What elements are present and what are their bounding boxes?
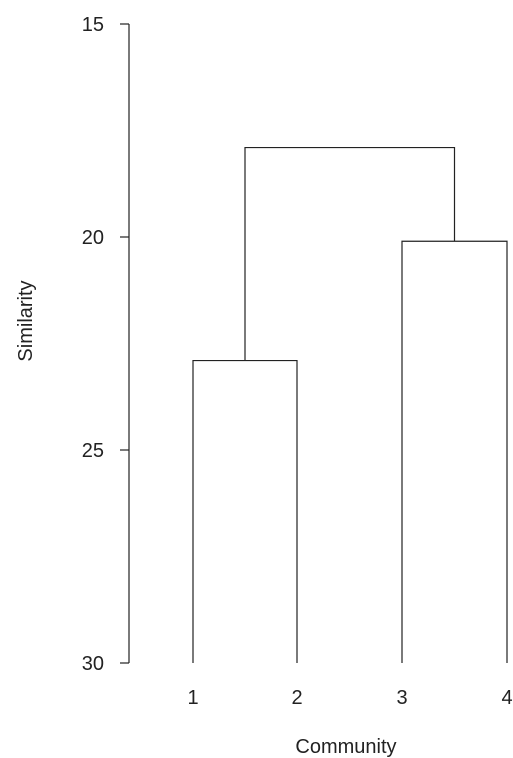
y-axis-title: Similarity (15, 280, 37, 361)
dendrogram-links (192, 146, 508, 663)
y-ticks: 15 20 25 30 (82, 14, 129, 675)
x-tick-label: 4 (501, 687, 512, 709)
y-tick-label: 30 (82, 653, 104, 675)
x-tick-label: 1 (187, 687, 198, 709)
y-tick-label: 25 (82, 440, 104, 462)
dendrogram-link (401, 240, 508, 663)
x-tick-labels: 1 2 3 4 (187, 687, 512, 709)
y-tick-label: 20 (82, 227, 104, 249)
x-axis-title: Community (295, 736, 396, 758)
x-tick-label: 3 (396, 687, 407, 709)
y-tick-label: 15 (82, 14, 104, 36)
dendrogram-link (244, 146, 456, 361)
dendrogram-link (192, 359, 298, 663)
y-axis: 15 20 25 30 (82, 14, 130, 675)
x-tick-label: 2 (291, 687, 302, 709)
